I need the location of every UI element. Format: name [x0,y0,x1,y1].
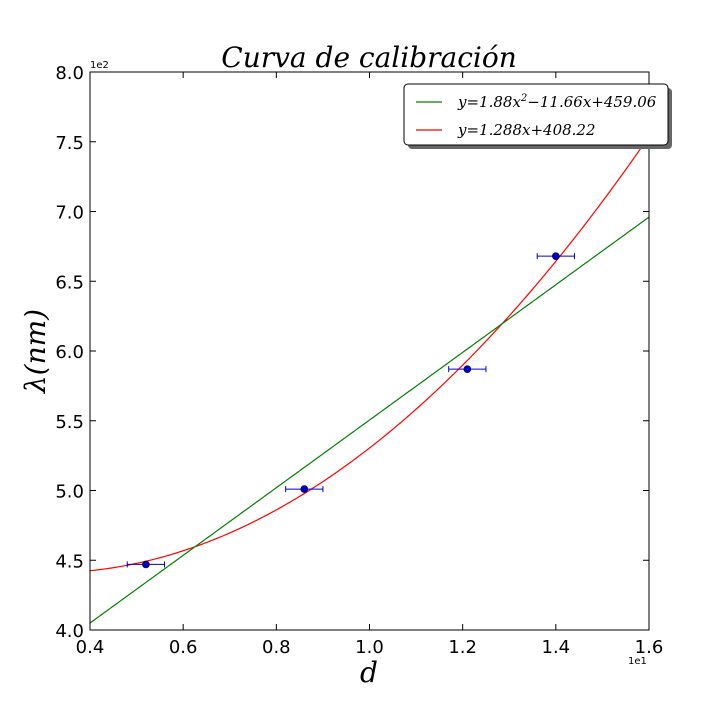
legend-label-part: x [512,93,521,111]
y-multiplier: 1e2 [90,60,109,71]
legend-label-part: =1.88 [466,93,512,111]
y-tick-label: 7.0 [55,203,84,224]
fit-curve-linear [90,216,649,624]
y-axis-label: λ(nm) [19,309,52,394]
data-point [142,560,150,569]
x-axis-label: d [360,656,378,689]
y-tick-label: 4.0 [55,621,84,642]
y-tick-label: 6.0 [55,342,84,363]
x-tick-label: 0.8 [262,637,291,658]
x-multiplier: 1e1 [628,656,647,667]
legend-label-part: =1.288 [466,121,522,139]
y-tick-label: 6.5 [55,272,84,293]
y-tick-label: 5.5 [55,412,84,433]
x-tick-label: 0.4 [76,637,105,658]
y-tick-label: 7.5 [55,133,84,154]
legend-label: y=1.88x2−11.66x+459.06 [457,93,657,111]
legend-label-part: y [457,93,467,111]
legend-box [403,83,669,146]
legend-label-part: y [457,121,467,139]
legend-label-part: +459.06 [591,93,657,111]
legend-label-part: x [583,93,592,111]
x-tick-label: 0.6 [169,637,198,658]
y-tick-label: 8.0 [55,63,84,84]
points-layer [126,252,575,569]
legend-label-part: x [522,121,531,139]
chart-title: Curva de calibración [221,41,516,74]
legend-label: y=1.288x+408.22 [457,121,596,139]
x-tick-label: 1.0 [355,637,384,658]
y-tick-label: 4.5 [55,551,84,572]
plot-frame [89,71,650,631]
legend: y=1.88x2−11.66x+459.06y=1.288x+408.22 [403,83,672,149]
x-axis-ticks: 0.4 0.6 0.8 1.0 1.2 1.4 1.6 [76,72,664,658]
legend-label-part: 2 [520,93,527,104]
x-tick-label: 1.6 [635,637,664,658]
y-axis-ticks: 4.0 4.5 5.0 5.5 6.0 6.5 7.0 7.5 8.0 [55,63,649,642]
data-point [552,252,560,260]
curves-layer [90,136,649,624]
data-point [463,365,472,373]
x-tick-label: 1.4 [542,637,571,658]
y-tick-label: 5.0 [55,482,84,503]
fit-curve-quadratic [90,136,649,572]
data-point [300,485,309,493]
legend-label-part: −11.66 [527,93,583,111]
x-tick-label: 1.2 [448,637,477,658]
legend-label-part: +408.22 [530,121,595,139]
